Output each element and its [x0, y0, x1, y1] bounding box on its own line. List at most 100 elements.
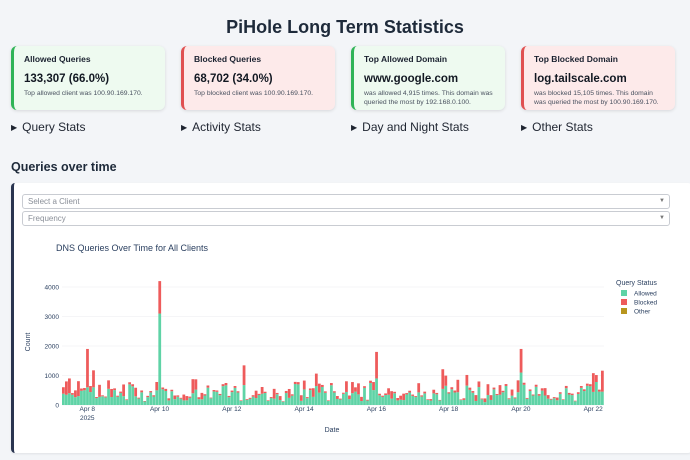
bar-allowed	[65, 394, 68, 405]
day-night-stats-toggle[interactable]: ▶ Day and Night Stats	[351, 120, 469, 134]
bar-blocked	[399, 395, 403, 400]
bar-allowed	[233, 387, 237, 405]
bar-allowed	[176, 396, 180, 405]
bar-allowed	[137, 398, 141, 405]
bar-allowed	[320, 386, 324, 405]
section-label: Other Stats	[532, 120, 593, 134]
bar-blocked	[537, 394, 541, 396]
bar-blocked	[236, 391, 240, 393]
x-tick-label: Apr 18	[439, 406, 459, 413]
bar-blocked	[600, 370, 604, 392]
frequency-select-placeholder: Frequency	[28, 214, 66, 223]
other-stats-toggle[interactable]: ▶ Other Stats	[521, 120, 593, 134]
bar-blocked	[116, 395, 119, 397]
bar-blocked	[576, 392, 580, 394]
bar-allowed	[582, 391, 586, 405]
bar-blocked	[387, 388, 390, 395]
x-tick-label: Apr 16	[367, 406, 387, 413]
query-stats-toggle[interactable]: ▶ Query Stats	[11, 120, 86, 134]
bar-blocked	[552, 397, 556, 399]
bar-allowed	[534, 386, 538, 405]
bar-allowed	[131, 386, 135, 405]
bar-allowed	[510, 395, 514, 405]
frequency-select[interactable]: Frequency ▼	[22, 211, 670, 226]
bar-allowed	[360, 401, 363, 405]
bar-allowed	[471, 392, 475, 405]
bar-allowed	[239, 400, 243, 405]
y-tick-label: 1000	[45, 373, 60, 380]
card-value: 133,307 (66.0%)	[24, 73, 110, 85]
bar-blocked	[435, 392, 439, 395]
bar-blocked	[161, 387, 165, 390]
bar-blocked	[227, 395, 231, 398]
page-title: PiHole Long Term Statistics	[226, 17, 464, 37]
bar-blocked	[281, 401, 285, 402]
bar-blocked	[351, 382, 354, 394]
bar-allowed	[152, 396, 156, 405]
bar-allowed	[311, 396, 315, 405]
bar-allowed	[393, 393, 396, 405]
bar-allowed	[314, 386, 318, 405]
bar-allowed	[405, 394, 409, 405]
bar-allowed	[287, 397, 291, 405]
bar-allowed	[161, 389, 165, 405]
bar-allowed	[83, 390, 86, 405]
bar-allowed	[296, 384, 300, 405]
section-label: Day and Night Stats	[362, 120, 469, 134]
bar-blocked	[179, 397, 183, 399]
bar-allowed	[266, 400, 270, 405]
bar-blocked	[441, 369, 445, 389]
bar-blocked	[176, 395, 180, 397]
bar-blocked	[456, 379, 460, 393]
bar-blocked	[323, 391, 327, 393]
bar-allowed	[372, 390, 375, 405]
bar-allowed	[92, 387, 95, 405]
bar-blocked	[510, 389, 514, 396]
bar-blocked	[104, 396, 107, 398]
top-blocked-domain-card: Top Blocked Domain log.tailscale.com was…	[521, 46, 675, 110]
bar-allowed	[585, 385, 589, 405]
bar-allowed	[140, 392, 144, 405]
bar-allowed	[423, 393, 427, 405]
bar-allowed	[459, 400, 463, 405]
bar-allowed	[146, 397, 150, 405]
bar-blocked	[360, 396, 363, 402]
bar-allowed	[212, 391, 216, 405]
bar-allowed	[402, 400, 406, 405]
bar-blocked	[546, 395, 550, 399]
bar-allowed	[417, 392, 421, 405]
bar-allowed	[263, 392, 267, 405]
bar-allowed	[158, 313, 162, 405]
client-select[interactable]: Select a Client ▼	[22, 194, 670, 209]
bar-allowed	[336, 398, 339, 405]
bar-blocked	[80, 388, 83, 391]
bar-blocked	[107, 380, 110, 389]
bar-blocked	[62, 387, 65, 394]
bar-blocked	[314, 373, 318, 387]
bar-allowed	[128, 384, 132, 405]
legend-label-blocked: Blocked	[634, 300, 658, 307]
bar-allowed	[426, 399, 430, 405]
bar-allowed	[308, 390, 312, 405]
bar-blocked	[251, 395, 255, 397]
bar-allowed	[597, 391, 601, 405]
card-subtext: Top blocked client was 100.90.169.170.	[194, 90, 314, 97]
bar-blocked	[185, 396, 189, 401]
bar-blocked	[260, 387, 264, 394]
bar-allowed	[528, 390, 532, 405]
bar-blocked	[254, 390, 258, 399]
activity-stats-toggle[interactable]: ▶ Activity Stats	[181, 120, 261, 134]
bar-blocked	[119, 391, 122, 393]
bar-blocked	[423, 391, 427, 394]
bar-blocked	[248, 397, 252, 399]
bar-blocked	[516, 380, 520, 393]
bar-blocked	[555, 397, 559, 401]
bar-blocked	[585, 383, 589, 386]
bar-allowed	[411, 395, 415, 405]
bar-allowed	[179, 398, 183, 405]
bar-allowed	[209, 398, 213, 405]
bar-allowed	[450, 389, 454, 405]
bar-allowed	[381, 396, 384, 405]
bar-allowed	[290, 395, 294, 405]
bar-allowed	[501, 392, 505, 405]
